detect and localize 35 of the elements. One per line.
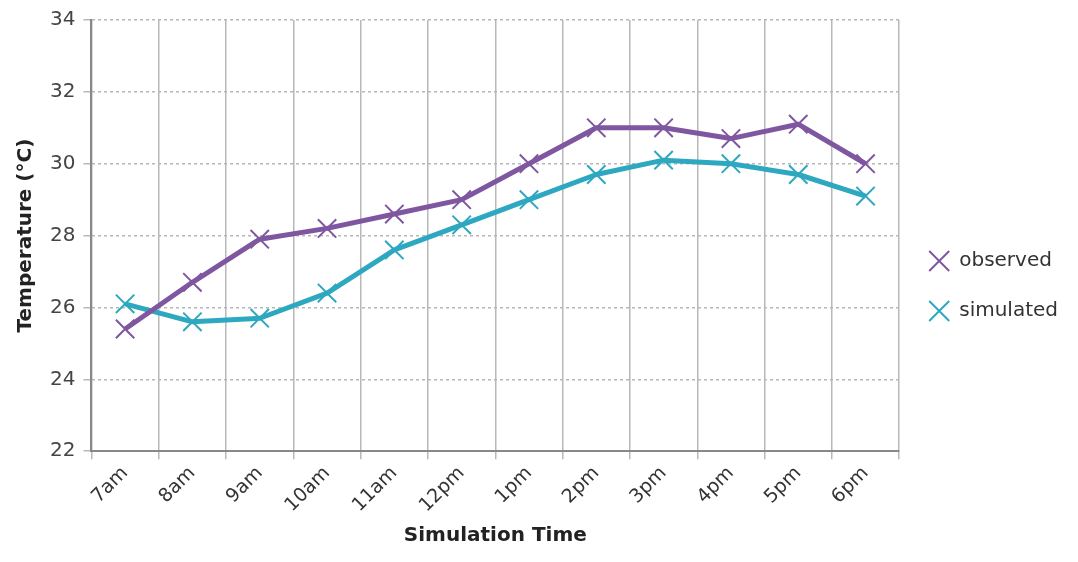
point	[249, 308, 270, 329]
y-tick-label: 30	[50, 149, 76, 174]
y-tick-label: 28	[50, 221, 76, 246]
point	[653, 117, 674, 138]
legend-label: simulated	[959, 297, 1059, 322]
point	[316, 218, 338, 239]
point	[249, 228, 270, 250]
point	[855, 185, 876, 207]
point	[451, 189, 472, 210]
point	[114, 318, 136, 340]
legend-label: observed	[959, 247, 1052, 272]
point	[451, 214, 472, 235]
point	[384, 203, 405, 225]
point	[855, 153, 876, 174]
y-tick-label: 24	[50, 365, 76, 390]
point	[518, 153, 540, 174]
x-axis-title: Simulation Time	[403, 522, 587, 547]
point	[720, 128, 742, 149]
point	[182, 311, 203, 333]
point	[653, 149, 674, 171]
y-axis-title: Temperature (°C)	[12, 138, 37, 333]
y-tick-label: 22	[50, 437, 76, 462]
point	[788, 164, 809, 185]
point	[114, 293, 136, 315]
point	[788, 114, 809, 135]
point	[586, 117, 607, 138]
point	[316, 282, 338, 304]
y-tick-label: 34	[50, 6, 76, 31]
y-tick-label: 26	[50, 293, 76, 318]
point	[182, 272, 203, 293]
point	[518, 189, 540, 210]
point	[720, 153, 742, 174]
point	[586, 164, 607, 185]
point	[384, 239, 405, 261]
y-tick-label: 32	[50, 78, 76, 103]
